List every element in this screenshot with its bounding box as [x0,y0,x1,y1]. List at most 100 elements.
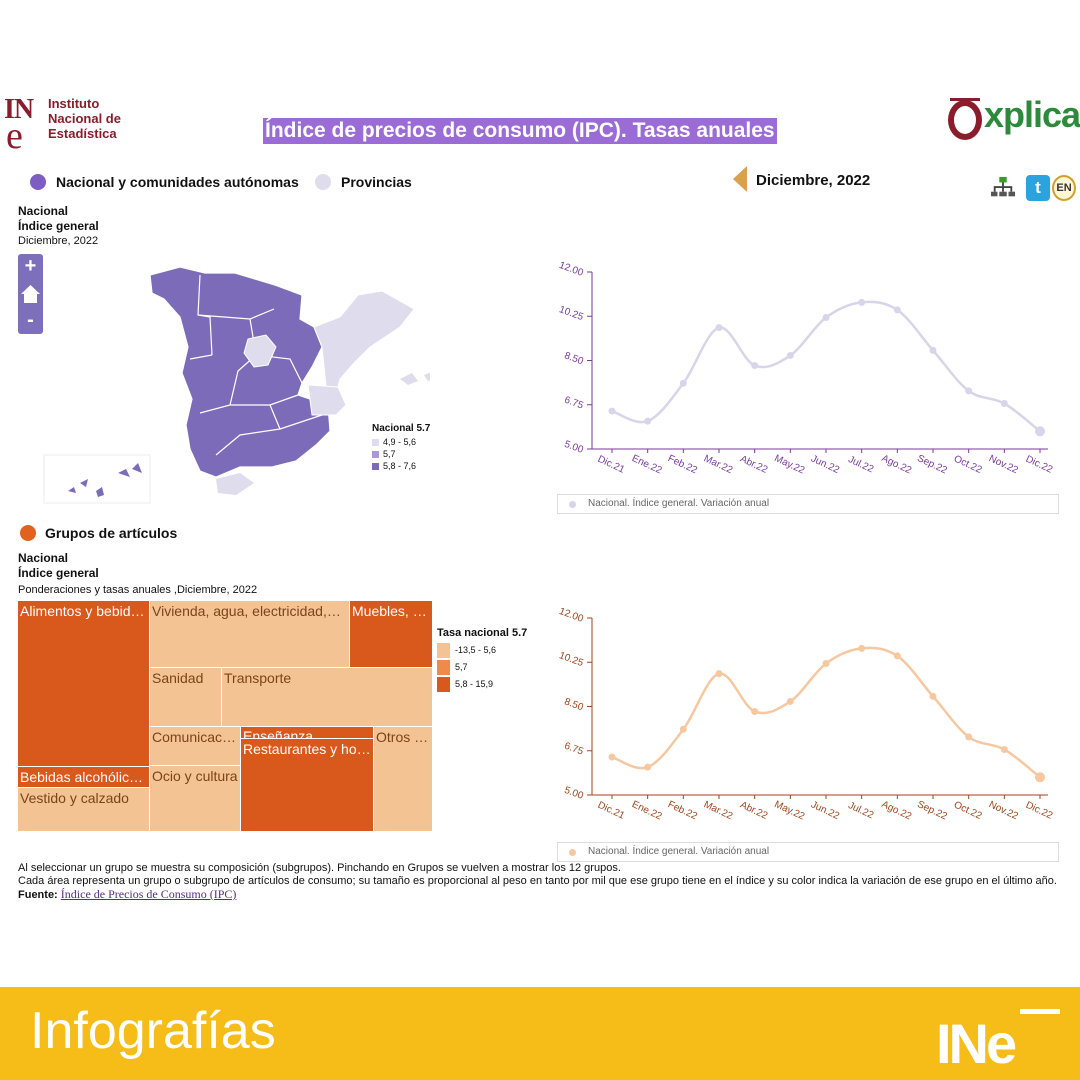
data-point[interactable] [822,660,830,668]
treemap-cell-otros[interactable]: Otros … [374,727,433,832]
x-tick-label: Abr.22 [738,454,769,476]
data-point[interactable] [929,692,937,700]
twitter-icon[interactable]: t [1026,175,1050,201]
treemap: Alimentos y bebid… Vivienda, agua, elect… [18,601,433,832]
region-southeast[interactable] [307,384,347,416]
canary-inset [43,454,151,504]
region-east[interactable] [313,290,415,407]
y-tick-label: 5.00 [563,439,585,456]
map-legend-item: 5,8 - 7,6 [372,460,430,472]
sitemap-icon[interactable] [991,175,1015,201]
option-provincias-label[interactable]: Provincias [341,174,412,190]
data-point[interactable] [822,314,830,322]
series-line [611,300,1041,433]
data-point[interactable] [965,387,973,395]
zoom-out-button[interactable]: - [27,309,34,331]
previous-period-arrow-icon[interactable] [733,166,747,192]
data-point[interactable] [1035,426,1045,437]
x-tick-label: Ago.22 [880,453,914,477]
treemap-cell-sanidad[interactable]: Sanidad [150,668,222,727]
groups-label[interactable]: Grupos de artículos [45,525,178,541]
org-name-line-3: Estadística [48,126,117,141]
treemap-cell-bebidas[interactable]: Bebidas alcohólic… [18,767,150,788]
y-tick-label: 6.75 [563,741,585,758]
treemap-legend-label: -13,5 - 5,6 [455,645,497,655]
balearic-islands[interactable] [400,371,430,385]
footer-label: Infografías [30,1002,276,1060]
treemap-legend-item: -13,5 - 5,6 [437,642,527,658]
radio-nacional-ccaa[interactable] [30,174,46,190]
source-link[interactable]: Índice de Precios de Consumo (IPC) [60,887,237,901]
treemap-cell-vestido[interactable]: Vestido y calzado [18,788,150,832]
x-tick-label: Nov.22 [987,453,1020,476]
x-tick-label: Feb.22 [666,453,699,476]
x-tick-label: Dic.21 [596,454,627,476]
treemap-cell-ocio[interactable]: Ocio y cultura [150,766,241,832]
y-tick-label: 12.00 [557,260,585,279]
treemap-legend-swatch [437,676,450,692]
chart-legend-1[interactable]: Nacional. Índice general. Variación anua… [557,494,1059,514]
explica-e-mark [948,100,982,140]
data-point[interactable] [715,670,723,678]
data-point[interactable] [608,407,616,415]
data-point[interactable] [786,351,794,359]
map-title-1: Nacional [18,204,69,218]
line-chart-grupos: 12.00 10.25 8.50 6.75 5.00 Dic.21 Ene.22 Feb.22… [557,606,1054,823]
x-tick-label: Mar.22 [702,799,735,822]
data-point[interactable] [893,652,901,660]
data-point[interactable] [858,644,866,652]
treemap-cell-transporte[interactable]: Transporte [222,668,433,727]
home-icon[interactable] [18,281,43,307]
footer-logo-macron [1020,1009,1060,1014]
page-title: Índice de precios de consumo (IPC). Tasa… [263,118,777,144]
data-point[interactable] [644,417,652,425]
data-point[interactable] [929,346,937,354]
org-name-line-1: Instituto [48,96,100,111]
region-madrid[interactable] [243,334,277,368]
treemap-cell-alimentos[interactable]: Alimentos y bebid… [18,601,150,767]
x-tick-label: Feb.22 [666,799,699,822]
treemap-cell-muebles[interactable]: Muebles, … [350,601,433,668]
treemap-cell-restaurantes[interactable]: Restaurantes y ho… [241,739,374,832]
y-tick-label: 5.00 [563,785,585,802]
ine-logo[interactable]: IN e Instituto Nacional de Estadística [2,94,152,157]
data-point[interactable] [1000,399,1008,407]
x-tick-label: Nov.22 [987,799,1020,822]
region-southwest[interactable] [216,473,254,495]
map-legend-label: 4,9 - 5,6 [383,437,417,447]
data-point[interactable] [751,362,759,370]
map-legend-title: Nacional 5.7 [372,423,431,434]
mainland-regions[interactable] [149,266,331,478]
x-tick-label: Ene.22 [630,799,664,823]
zoom-in-button[interactable]: + [24,255,37,277]
data-point[interactable] [1000,745,1008,753]
radio-grupos[interactable] [20,525,36,541]
language-en-icon[interactable]: EN [1052,175,1076,201]
treemap-block-header: Nacional Índice general Ponderaciones y … [18,551,257,597]
data-point[interactable] [679,379,687,387]
data-point[interactable] [1035,772,1045,783]
map-legend-swatch [372,450,379,458]
chart-legend-2[interactable]: Nacional. Índice general. Variación anua… [557,842,1059,862]
treemap-cell-ensenanza[interactable]: Enseñanza [241,727,374,739]
option-nacional-ccaa-label[interactable]: Nacional y comunidades autónomas [56,174,299,190]
y-tick-label: 6.75 [563,395,585,412]
data-point[interactable] [679,725,687,733]
data-point[interactable] [751,708,759,716]
explica-logo[interactable]: xplica [946,92,1080,152]
treemap-cell-comunicaciones[interactable]: Comunicac… [150,727,241,766]
x-tick-label: May.22 [773,799,807,823]
treemap-cell-vivienda[interactable]: Vivienda, agua, electricidad,… [150,601,350,668]
x-tick-label: Oct.22 [952,800,984,823]
data-point[interactable] [715,324,723,332]
data-point[interactable] [893,306,901,314]
x-tick-label: Dic.22 [1024,454,1055,476]
canary-islands[interactable] [68,463,142,497]
data-point[interactable] [786,697,794,705]
data-point[interactable] [965,733,973,741]
data-point[interactable] [608,753,616,761]
footer-banner: Infografías INe [0,987,1080,1080]
data-point[interactable] [858,298,866,306]
radio-provincias[interactable] [315,174,331,190]
data-point[interactable] [644,763,652,771]
